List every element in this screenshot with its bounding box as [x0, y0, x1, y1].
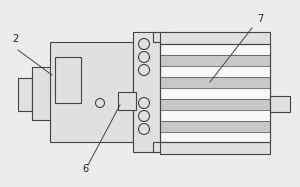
Bar [160, 99, 270, 110]
Bar [160, 110, 270, 121]
Bar [153, 32, 171, 42]
Bar [160, 142, 270, 154]
Bar [270, 96, 290, 112]
Bar [160, 88, 270, 99]
Bar [153, 142, 171, 152]
Bar [160, 44, 270, 55]
Bar [160, 132, 270, 142]
Bar [160, 66, 270, 77]
Bar [160, 44, 270, 142]
Bar [133, 32, 160, 152]
Bar [160, 32, 270, 44]
Bar [160, 77, 270, 88]
Text: 7: 7 [257, 14, 263, 24]
Bar [160, 55, 270, 66]
Bar [160, 44, 270, 142]
Bar [32, 67, 51, 120]
Text: 6: 6 [82, 164, 88, 174]
Bar [55, 57, 81, 103]
Bar [160, 121, 270, 132]
Bar [118, 92, 136, 110]
Bar [18, 78, 32, 111]
Bar [50, 42, 133, 142]
Text: 2: 2 [12, 34, 18, 44]
